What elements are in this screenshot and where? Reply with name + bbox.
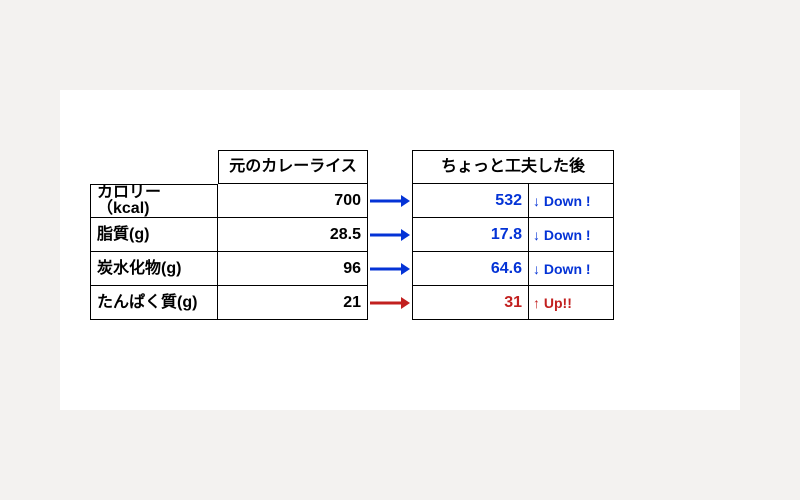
row-original-value: 21 [218,286,368,320]
header-after: ちょっと工夫した後 [412,150,614,184]
row-label: たんぱく質(g) [90,286,218,320]
row-label: 炭水化物(g) [90,252,218,286]
page-background: 元のカレーライス ちょっと工夫した後 カロリー（kcal)700 532↓ Dow… [0,0,800,500]
row-change-note: ↓ Down ! [528,252,614,286]
header-arrow-gap [368,150,412,184]
row-change-note: ↓ Down ! [528,184,614,218]
row-label: カロリー（kcal) [90,184,218,218]
nutrition-comparison-table: 元のカレーライス ちょっと工夫した後 カロリー（kcal)700 532↓ Dow… [90,150,710,320]
comparison-card: 元のカレーライス ちょっと工夫した後 カロリー（kcal)700 532↓ Dow… [60,90,740,410]
row-original-value: 28.5 [218,218,368,252]
arrow-right-icon [368,286,412,320]
header-empty [90,150,218,184]
row-after-value: 532 [412,184,528,218]
row-label: 脂質(g) [90,218,218,252]
header-original: 元のカレーライス [218,150,368,184]
row-after-value: 17.8 [412,218,528,252]
arrow-right-icon [368,184,412,218]
row-change-note: ↓ Down ! [528,218,614,252]
row-after-value: 31 [412,286,528,320]
arrow-right-icon [368,218,412,252]
row-change-note: ↑ Up!! [528,286,614,320]
row-original-value: 700 [218,184,368,218]
arrow-right-icon [368,252,412,286]
row-original-value: 96 [218,252,368,286]
row-after-value: 64.6 [412,252,528,286]
